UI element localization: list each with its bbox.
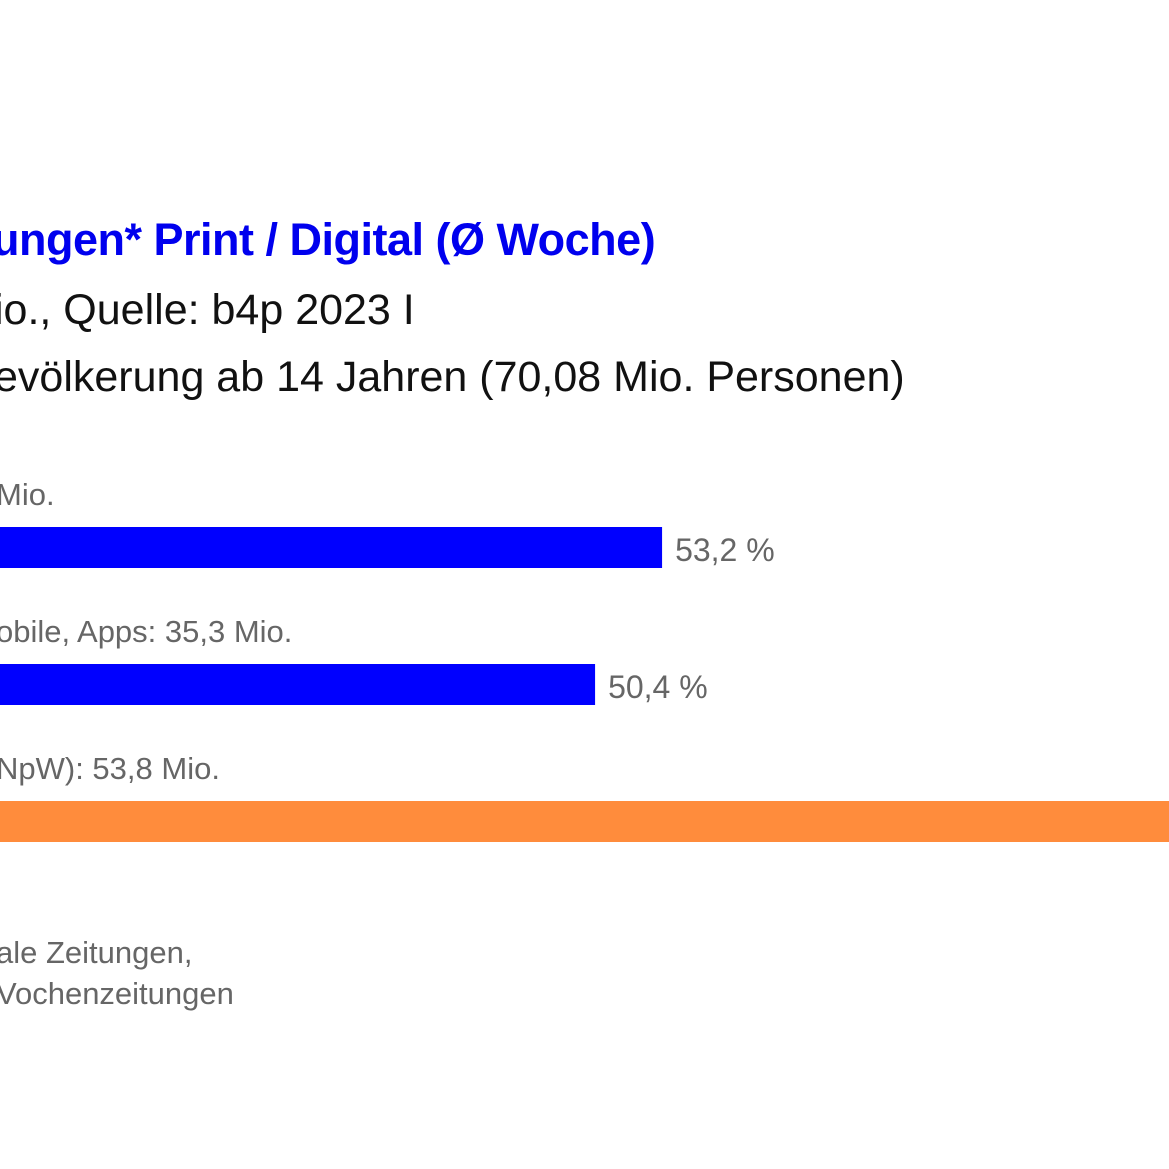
category-label-3: NpW): 53,8 Mio. [0, 751, 220, 786]
bar-1 [0, 527, 663, 568]
chart-title: ungen* Print / Digital (Ø Woche) [0, 214, 656, 265]
bar-2 [0, 664, 596, 705]
category-label-2: obile, Apps: 35,3 Mio. [0, 614, 293, 649]
value-label-2: 50,4 % [608, 669, 708, 705]
chart-subtitle-population: evölkerung ab 14 Jahren (70,08 Mio. Pers… [0, 353, 905, 401]
bar-3 [0, 801, 1169, 842]
value-label-1: 53,2 % [675, 532, 775, 568]
chart-subtitle-source: io., Quelle: b4p 2023 I [0, 286, 415, 334]
footnote-line-2: Vochenzeitungen [0, 976, 234, 1011]
category-label-1: Mio. [0, 477, 55, 512]
footnote-line-1: ale Zeitungen, [0, 935, 193, 970]
